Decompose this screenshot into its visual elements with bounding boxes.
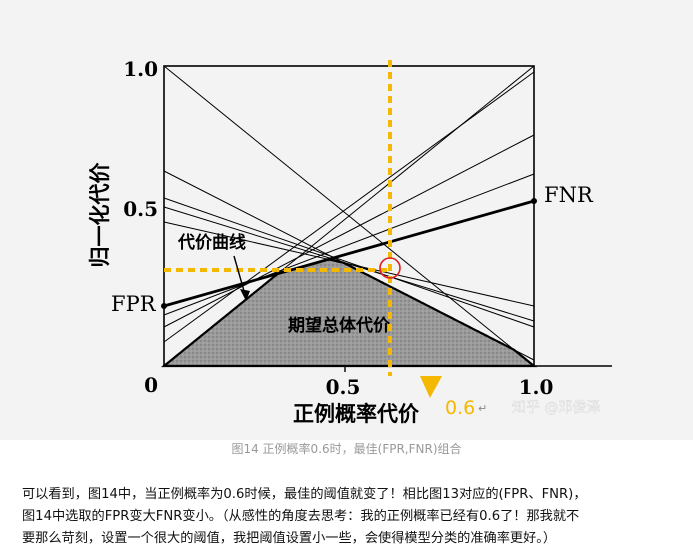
cost-curve-arrowhead: [240, 289, 250, 301]
highlight-circle: [379, 257, 401, 279]
figure-caption: 图14 正例概率0.6时，最佳(FPR,FNR)组合: [231, 442, 462, 456]
cost-curve-label: 代价曲线: [177, 232, 246, 253]
y-tick-label: 0: [144, 373, 158, 397]
body-paragraph: 可以看到，图14中，当正例概率为0.6时候，最佳的阈值就变了！相比图13对应的(…: [22, 484, 684, 550]
y-tick-label: 1.0: [123, 57, 158, 81]
y-tick-label: 0.5: [123, 197, 158, 221]
cost-line: [163, 170, 535, 361]
fpr-label: FPR: [111, 292, 157, 316]
paragraph-line: 要那么苛刻，设置一个很大的阈值，我把阈值设置小一些，会使得模型分类的准确率更好。…: [22, 531, 557, 546]
x-axis-title: 正例概率代价: [293, 401, 420, 426]
return-mark: ↵: [478, 402, 487, 415]
cost-line: [163, 134, 535, 328]
cost-line: [163, 65, 535, 367]
cost-curve-chart: 1.0 0.5 0 0.5 1.0 归一化代价 正例概率代价 FNR FPR 代…: [87, 57, 612, 426]
annotation-value: 0.6: [445, 397, 475, 419]
expected-cost-label: 期望总体代价: [288, 315, 391, 336]
cost-line: [163, 199, 535, 308]
cost-line: [163, 197, 535, 328]
fnr-label: FNR: [544, 183, 594, 207]
x-tick-label: 1.0: [519, 375, 554, 399]
watermark: 知乎 @邓俊泽: [512, 399, 600, 416]
cost-line: [163, 221, 535, 307]
expected-cost-area: [160, 258, 538, 368]
cost-line: [163, 173, 535, 316]
paragraph-line: 可以看到，图14中，当正例概率为0.6时候，最佳的阈值就变了！相比图13对应的(…: [22, 487, 587, 502]
x-tick-label: 0.5: [326, 375, 361, 399]
y-axis-title: 归一化代价: [87, 162, 112, 268]
figure: 1.0 0.5 0 0.5 1.0 归一化代价 正例概率代价 FNR FPR 代…: [0, 0, 693, 440]
highlight-arrowhead: [420, 376, 442, 398]
paragraph-line: 图14中选取的FPR变大FNR变小。（从感性的角度去思考：我的正例概率已经有0.…: [22, 509, 580, 524]
cost-line: [163, 71, 535, 343]
